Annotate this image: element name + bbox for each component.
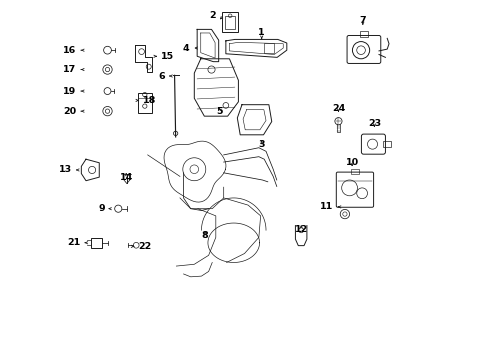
Text: 11: 11 — [320, 202, 333, 211]
Bar — [137, 93, 152, 113]
Text: 22: 22 — [139, 242, 152, 251]
Text: 23: 23 — [367, 119, 380, 128]
Text: 21: 21 — [67, 238, 80, 247]
Text: 16: 16 — [62, 46, 76, 55]
Text: 17: 17 — [62, 65, 76, 74]
Text: 8: 8 — [201, 231, 208, 240]
Text: 15: 15 — [161, 52, 174, 61]
Text: 7: 7 — [359, 16, 366, 25]
Text: 4: 4 — [182, 44, 188, 53]
Text: 20: 20 — [62, 107, 76, 116]
Text: 18: 18 — [143, 96, 157, 105]
Text: 12: 12 — [294, 225, 307, 234]
Bar — [222, 12, 238, 32]
Text: 13: 13 — [59, 166, 72, 175]
Text: 10: 10 — [345, 158, 358, 167]
Text: 2: 2 — [209, 11, 215, 20]
Bar — [263, 42, 274, 53]
Text: 1: 1 — [258, 28, 264, 37]
Text: 5: 5 — [216, 107, 222, 116]
Bar — [224, 16, 235, 29]
Text: 6: 6 — [158, 72, 164, 81]
Bar — [91, 238, 102, 248]
Text: 9: 9 — [98, 204, 104, 213]
Text: 19: 19 — [62, 86, 76, 95]
Bar — [359, 31, 367, 37]
Text: 14: 14 — [119, 173, 133, 182]
Bar — [351, 168, 358, 174]
Text: 24: 24 — [331, 104, 345, 113]
Bar — [383, 141, 390, 147]
Text: 3: 3 — [258, 140, 264, 149]
